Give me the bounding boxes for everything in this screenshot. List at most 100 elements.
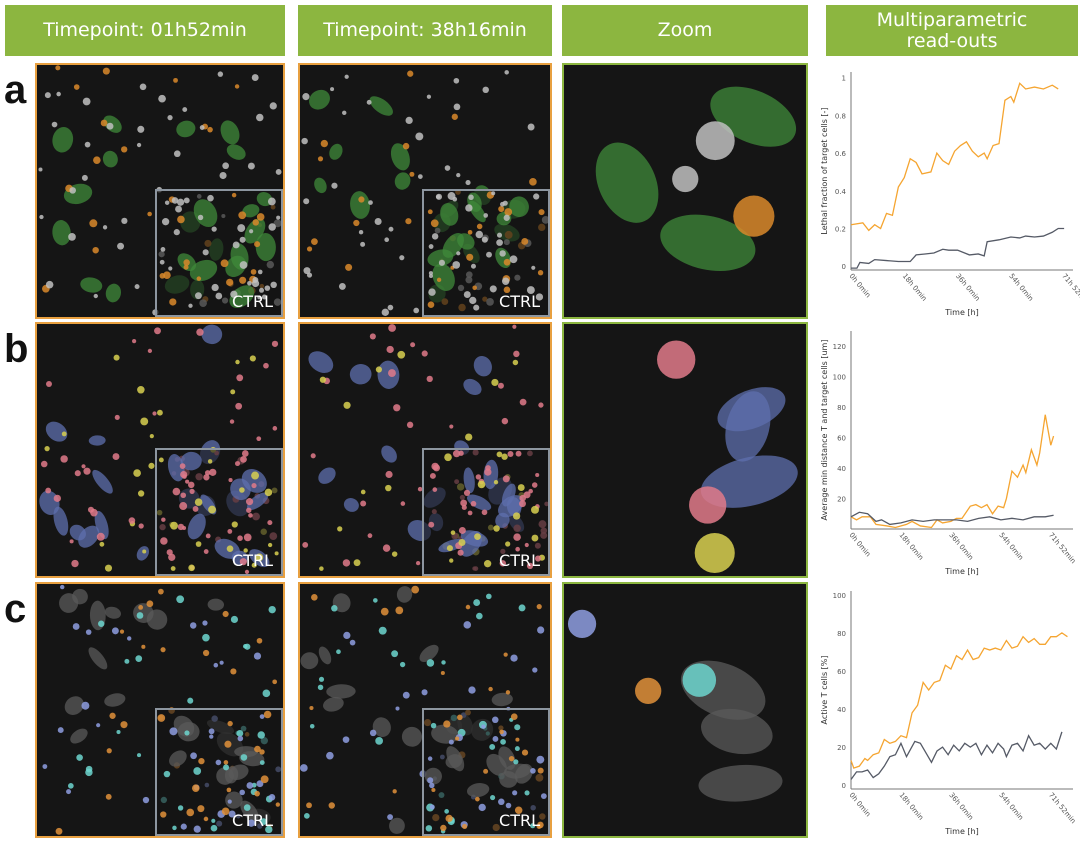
t-cell <box>409 171 415 177</box>
t-cell <box>526 562 534 570</box>
t-cell <box>533 193 540 200</box>
t-cell <box>336 649 341 655</box>
t-cell <box>211 283 219 292</box>
target-cell <box>52 126 74 153</box>
t-cell <box>197 805 205 813</box>
t-cell <box>163 770 171 778</box>
t-cell <box>405 218 412 225</box>
t-cell <box>142 549 147 554</box>
t-cell <box>466 253 474 261</box>
t-cell <box>240 754 248 761</box>
t-cell <box>317 684 324 691</box>
t-cell <box>694 532 735 574</box>
t-cell <box>193 825 201 833</box>
t-cell <box>238 211 247 220</box>
t-cell <box>237 224 246 233</box>
t-cell <box>251 482 257 489</box>
t-cell <box>385 470 393 479</box>
t-cell <box>465 204 473 212</box>
target-cell <box>314 177 327 194</box>
t-cell <box>498 798 505 806</box>
target-cell <box>463 378 482 396</box>
t-cell <box>141 644 146 649</box>
target-cell <box>440 203 459 226</box>
t-cell <box>512 359 519 366</box>
t-cell <box>445 814 453 823</box>
t-cell <box>197 214 204 221</box>
t-cell <box>303 198 310 205</box>
t-cell <box>343 631 351 640</box>
t-cell <box>198 757 205 765</box>
t-cell <box>360 500 367 507</box>
timepoint-1-image: CTRL <box>35 322 285 578</box>
t-cell <box>451 113 458 120</box>
treated-series-line <box>850 414 1055 529</box>
t-cell <box>497 382 504 389</box>
t-cell <box>251 279 260 288</box>
t-cell <box>431 233 439 240</box>
t-cell <box>116 729 121 735</box>
t-cell <box>505 541 511 547</box>
t-cell <box>458 526 466 534</box>
t-cell <box>388 369 396 377</box>
t-cell <box>254 790 260 797</box>
t-cell <box>243 548 248 553</box>
t-cell <box>81 174 88 181</box>
t-cell <box>105 793 112 800</box>
t-cell <box>519 500 526 508</box>
target-cell <box>432 263 455 291</box>
t-cell <box>481 236 488 243</box>
t-cell <box>92 246 99 254</box>
t-cell <box>514 724 521 731</box>
readout-chart: 20 40 60 80 100 120 0h 0min 18h 0min 36h 0min 54h… <box>815 319 1080 581</box>
target-cell <box>247 492 269 511</box>
t-cell <box>440 670 445 676</box>
target-cell <box>308 351 334 373</box>
y-axis-label: Average min distance T and target cells … <box>820 340 829 521</box>
target-cell <box>207 598 225 611</box>
target-cell <box>45 421 68 442</box>
t-cell <box>450 530 456 535</box>
t-cell <box>470 500 477 507</box>
t-cell <box>260 775 269 784</box>
t-cell <box>268 794 276 801</box>
t-cell <box>353 219 360 227</box>
t-cell <box>89 219 98 228</box>
t-cell <box>446 545 453 552</box>
t-cell <box>491 378 499 387</box>
t-cell <box>188 303 193 308</box>
t-cell <box>492 736 499 742</box>
t-cell <box>51 121 58 128</box>
t-cell <box>173 229 180 236</box>
target-cell <box>473 355 492 377</box>
t-cell <box>237 535 243 541</box>
y-tick-label: 1 <box>842 75 846 83</box>
t-cell <box>230 668 237 675</box>
target-cell <box>701 708 773 755</box>
t-cell <box>476 612 483 620</box>
t-cell <box>160 247 166 252</box>
t-cell <box>239 558 247 566</box>
t-cell <box>512 324 517 329</box>
t-cell <box>421 350 428 357</box>
t-cell <box>172 487 181 496</box>
y-axis-label: Lethal fraction of target cells [-] <box>820 107 829 234</box>
ctrl-label: CTRL <box>499 551 540 570</box>
target-cell <box>69 524 86 541</box>
t-cell <box>481 724 486 729</box>
t-cell <box>193 767 202 775</box>
t-cell <box>427 209 433 215</box>
target-cell <box>401 726 422 747</box>
t-cell <box>499 729 504 735</box>
t-cell <box>319 566 324 571</box>
t-cell <box>235 359 240 365</box>
t-cell <box>425 825 433 832</box>
t-cell <box>171 197 179 204</box>
t-cell <box>391 650 399 658</box>
t-cell <box>504 208 513 216</box>
t-cell <box>503 286 511 294</box>
t-cell <box>173 77 178 83</box>
t-cell <box>249 229 254 234</box>
t-cell <box>343 401 351 409</box>
t-cell <box>161 218 170 226</box>
